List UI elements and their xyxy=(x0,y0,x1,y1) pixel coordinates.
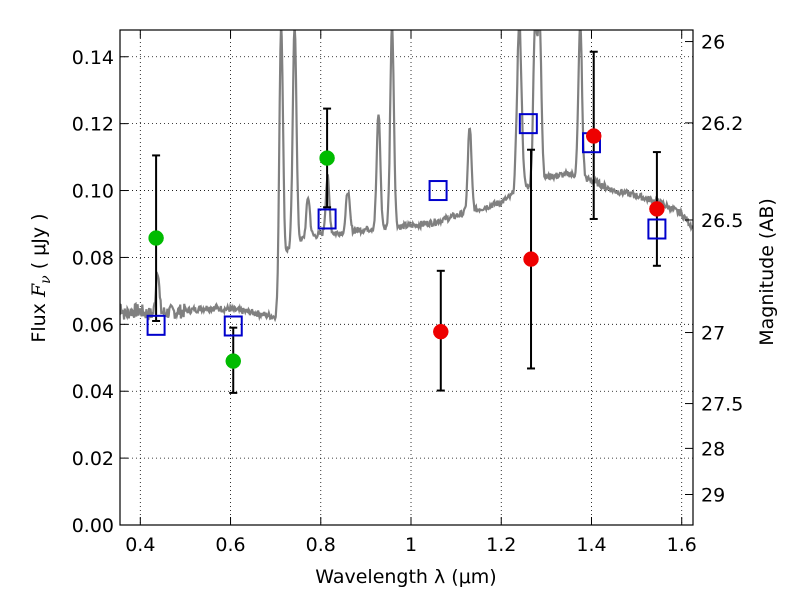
axis-ticks xyxy=(120,30,693,526)
model-flux-square xyxy=(146,314,166,336)
x-tick-label: 1.6 xyxy=(667,534,697,556)
observed-point-red xyxy=(585,128,602,144)
y-tick-label: 0.08 xyxy=(72,247,114,269)
observed-point-green xyxy=(148,230,164,246)
y-axis-label-prefix: Flux xyxy=(28,297,50,343)
model-flux-square xyxy=(317,208,337,230)
x-tick-label: 1.2 xyxy=(486,534,516,556)
x-tick-label: 0.6 xyxy=(215,534,245,556)
model-flux-square xyxy=(518,113,538,135)
data-markers xyxy=(146,113,667,369)
right-tick-label: 26.2 xyxy=(701,113,743,135)
y-tick-label: 0.14 xyxy=(72,47,114,69)
model-spectrum xyxy=(120,30,693,323)
y-tick-label: 0.04 xyxy=(72,381,114,403)
observed-point-red xyxy=(649,201,665,217)
right-tick-label: 26.5 xyxy=(701,210,743,232)
right-tick-label: 28 xyxy=(701,438,725,460)
y-tick-label: 0.10 xyxy=(72,181,114,203)
x-tick-label: 1.4 xyxy=(576,534,606,556)
observed-point-green xyxy=(319,150,335,166)
x-tick-label: 1 xyxy=(405,534,417,556)
model-flux-square xyxy=(428,180,448,202)
x-tick-label: 0.4 xyxy=(125,534,155,556)
x-tick-label: 0.8 xyxy=(306,534,336,556)
y-axis-label-variable: F xyxy=(28,283,50,298)
y-tick-label: 0.12 xyxy=(72,114,114,136)
y-tick-label: 0.02 xyxy=(72,448,114,470)
spectrum-line xyxy=(120,30,693,323)
x-axis-label: Wavelength λ (μm) xyxy=(315,566,496,588)
model-flux-square xyxy=(223,315,243,337)
right-tick-label: 29 xyxy=(701,484,725,506)
y-axis-label-suffix: ( μJy ) xyxy=(28,213,50,275)
right-tick-label: 27.5 xyxy=(701,394,743,416)
axis-tick-labels: 0.4 0.6 0.8 1 1.2 1.4 1.6 0.00 0.02 0.04 0.06 0.08 0… xyxy=(72,32,744,556)
y-tick-label: 0.06 xyxy=(72,314,114,336)
y-axis-label-subscript: ν xyxy=(38,275,54,284)
right-axis-label: Magnitude (AB) xyxy=(756,198,778,346)
right-tick-label: 27 xyxy=(701,323,725,345)
right-tick-label: 26 xyxy=(701,32,725,54)
model-flux-square xyxy=(647,218,667,240)
gridlines xyxy=(120,30,693,525)
observed-point-red xyxy=(433,323,449,340)
plot-frame xyxy=(119,29,694,526)
y-tick-label: 0.00 xyxy=(72,515,114,537)
observed-point-red xyxy=(523,251,539,267)
observed-point-green xyxy=(225,353,241,369)
y-axis-label: Flux Fν ( μJy ) xyxy=(28,213,54,342)
